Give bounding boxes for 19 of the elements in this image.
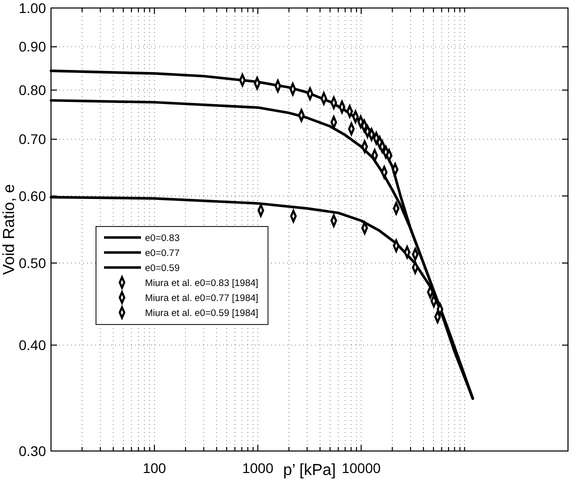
y-tick-label: 0.70 — [18, 131, 46, 148]
y-tick-label: 0.90 — [18, 38, 46, 55]
y-axis-title: Void Ratio, e — [1, 184, 18, 275]
legend-label: Miura et al. e0=0.77 [1984] — [145, 292, 258, 304]
y-tick-label: 0.40 — [18, 337, 46, 354]
legend-label: Miura et al. e0=0.59 [1984] — [145, 308, 258, 319]
x-axis-title: p’ [kPa] — [283, 462, 336, 479]
y-tick-label: 1.00 — [18, 0, 46, 16]
y-tick-label: 0.80 — [18, 82, 46, 98]
y-tick-label: 0.30 — [18, 442, 46, 459]
legend-label: e0=0.59 — [145, 262, 180, 274]
legend-label: e0=0.83 — [145, 232, 180, 244]
y-tick-label: 0.50 — [18, 254, 46, 271]
x-tick-label: 1000 — [242, 460, 274, 476]
legend-label: Miura et al. e0=0.83 [1984] — [145, 278, 258, 289]
legend-label: e0=0.77 — [145, 248, 180, 259]
x-tick-label: 100 — [142, 460, 166, 476]
y-tick-label: 0.60 — [18, 188, 46, 204]
x-tick-label: 10000 — [342, 460, 381, 476]
